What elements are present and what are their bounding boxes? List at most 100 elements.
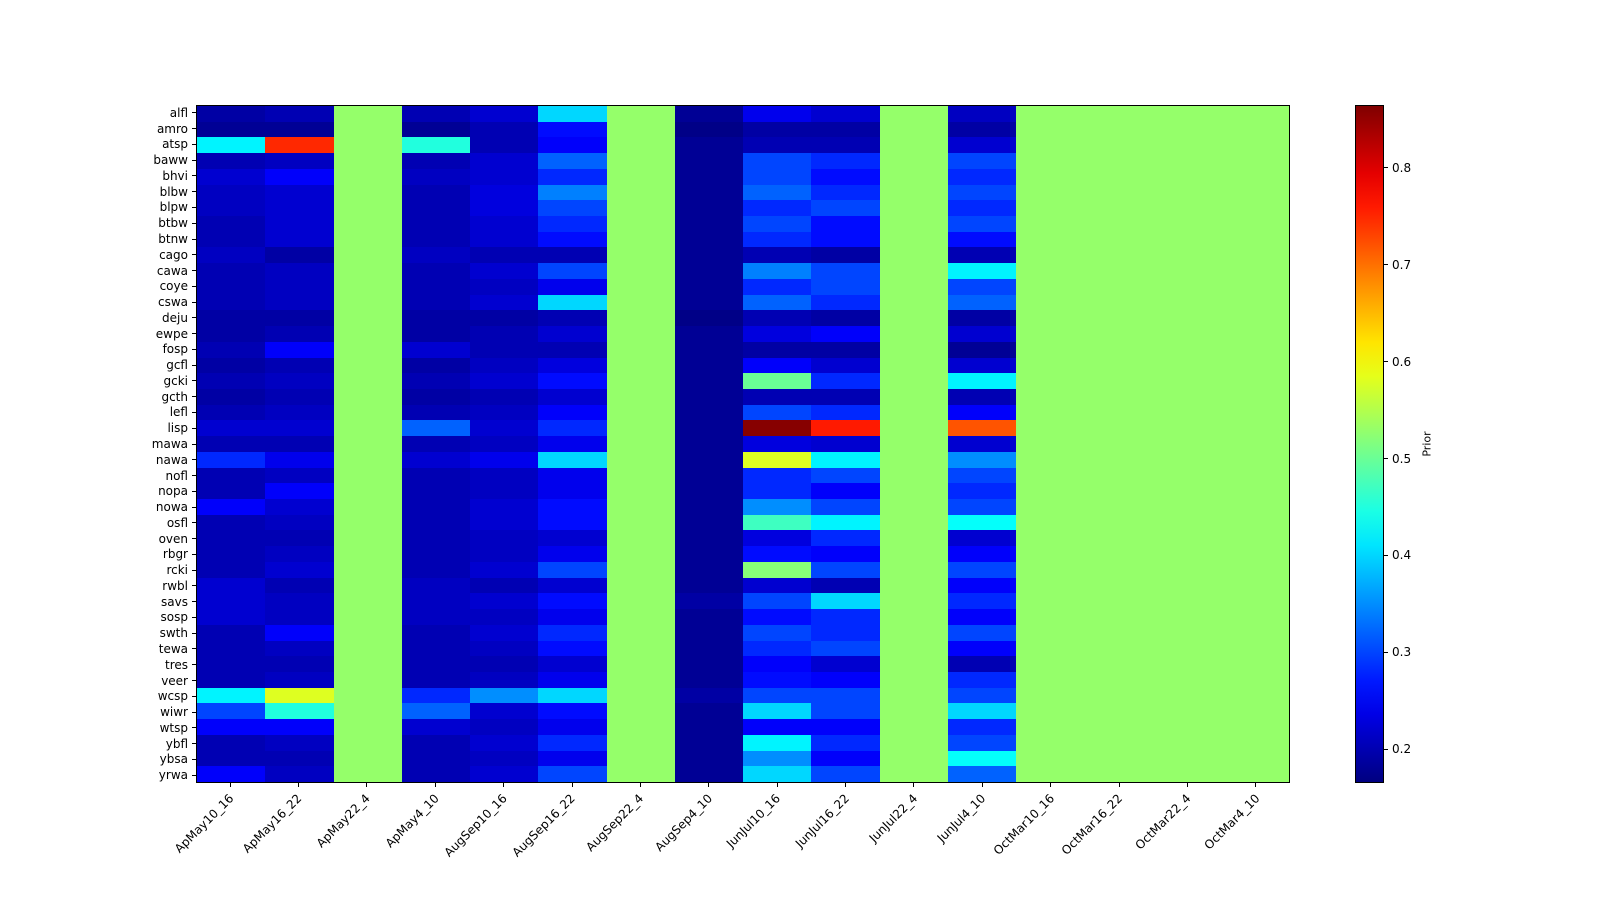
heatmap-cell bbox=[1220, 734, 1289, 751]
y-tick bbox=[192, 112, 196, 114]
heatmap-cell bbox=[1220, 420, 1289, 437]
heatmap-cell bbox=[470, 734, 539, 751]
heatmap-cell bbox=[1152, 137, 1221, 154]
heatmap-cell bbox=[1084, 216, 1153, 232]
heatmap-cell bbox=[811, 137, 880, 154]
x-tick bbox=[1255, 783, 1257, 787]
heatmap-cell bbox=[674, 734, 743, 751]
heatmap-cell bbox=[743, 294, 812, 311]
heatmap-cell bbox=[947, 640, 1016, 657]
heatmap-cell bbox=[1152, 121, 1221, 138]
y-tick-label: mawa bbox=[151, 437, 188, 451]
heatmap-cell bbox=[1152, 388, 1221, 405]
heatmap-cell bbox=[1016, 231, 1085, 248]
heatmap-cell bbox=[743, 640, 812, 657]
heatmap-cell bbox=[947, 499, 1016, 515]
heatmap-cell bbox=[947, 719, 1016, 735]
heatmap-cell bbox=[879, 577, 948, 594]
y-tick-label: gcth bbox=[161, 389, 188, 404]
heatmap-cell bbox=[1016, 483, 1085, 500]
heatmap-cell bbox=[606, 200, 675, 217]
heatmap-cell bbox=[1016, 310, 1085, 327]
heatmap-cell bbox=[1016, 671, 1085, 688]
heatmap-cell bbox=[947, 483, 1016, 500]
y-tick bbox=[192, 411, 196, 413]
heatmap-cell bbox=[470, 106, 539, 122]
heatmap-cell bbox=[538, 404, 607, 421]
heatmap-cell bbox=[1220, 640, 1289, 657]
heatmap-cell bbox=[1016, 561, 1085, 578]
heatmap-cell bbox=[674, 373, 743, 389]
heatmap-cell bbox=[197, 278, 266, 295]
heatmap-cell bbox=[401, 609, 470, 625]
x-tick bbox=[571, 783, 573, 787]
heatmap-cell bbox=[947, 656, 1016, 672]
heatmap-cell bbox=[333, 687, 402, 704]
heatmap-cell bbox=[401, 278, 470, 295]
y-tick bbox=[192, 380, 196, 382]
heatmap-cell bbox=[333, 577, 402, 594]
y-tick-label: ybfl bbox=[165, 736, 188, 751]
y-tick bbox=[192, 569, 196, 571]
heatmap-cell bbox=[606, 388, 675, 405]
heatmap-cell bbox=[743, 216, 812, 232]
y-tick-label: ewpe bbox=[155, 326, 188, 341]
heatmap-cell bbox=[743, 703, 812, 720]
y-tick bbox=[192, 648, 196, 650]
y-tick-label: amro bbox=[156, 121, 188, 136]
heatmap-cell bbox=[265, 106, 334, 122]
heatmap-cell bbox=[1220, 514, 1289, 531]
y-tick-label: cago bbox=[159, 247, 188, 262]
heatmap-cell bbox=[470, 341, 539, 358]
heatmap-cell bbox=[197, 561, 266, 578]
heatmap-cell bbox=[606, 420, 675, 437]
heatmap-cell bbox=[1016, 200, 1085, 217]
heatmap-cell bbox=[333, 546, 402, 562]
heatmap-cell bbox=[1152, 577, 1221, 594]
heatmap-cell bbox=[947, 388, 1016, 405]
heatmap-cell bbox=[265, 137, 334, 154]
heatmap-cell bbox=[265, 200, 334, 217]
heatmap-cell bbox=[333, 514, 402, 531]
heatmap-cell bbox=[947, 168, 1016, 185]
heatmap-cell bbox=[401, 530, 470, 547]
heatmap-cell bbox=[947, 137, 1016, 154]
heatmap-cell bbox=[470, 357, 539, 374]
heatmap-cell bbox=[1084, 656, 1153, 672]
heatmap-cell bbox=[265, 310, 334, 327]
heatmap-cell bbox=[197, 483, 266, 500]
heatmap-cell bbox=[674, 593, 743, 610]
x-tick-label: AugSep4_10 bbox=[652, 791, 716, 855]
heatmap-cell bbox=[1152, 561, 1221, 578]
heatmap-cell bbox=[265, 719, 334, 735]
heatmap-cell bbox=[743, 231, 812, 248]
heatmap-cell bbox=[265, 451, 334, 468]
heatmap-cell bbox=[265, 514, 334, 531]
heatmap-cell bbox=[1084, 263, 1153, 279]
heatmap-cell bbox=[401, 121, 470, 138]
heatmap-cell bbox=[197, 703, 266, 720]
heatmap-cell bbox=[538, 388, 607, 405]
heatmap-cell bbox=[743, 326, 812, 342]
heatmap-cell bbox=[811, 766, 880, 782]
heatmap-cell bbox=[606, 278, 675, 295]
heatmap-cell bbox=[606, 341, 675, 358]
heatmap-cell bbox=[265, 671, 334, 688]
heatmap-cell bbox=[470, 231, 539, 248]
y-tick-label: oven bbox=[158, 531, 188, 546]
x-tick bbox=[503, 783, 505, 787]
heatmap-cell bbox=[1220, 609, 1289, 625]
heatmap-cell bbox=[811, 247, 880, 264]
y-tick bbox=[192, 301, 196, 303]
heatmap-cell bbox=[1220, 106, 1289, 122]
heatmap-cell bbox=[538, 200, 607, 217]
heatmap-cell bbox=[538, 499, 607, 515]
heatmap-cell bbox=[1084, 373, 1153, 389]
heatmap-cell bbox=[401, 499, 470, 515]
heatmap-cell bbox=[811, 168, 880, 185]
heatmap-cell bbox=[811, 734, 880, 751]
heatmap-cell bbox=[470, 436, 539, 452]
heatmap-cell bbox=[606, 357, 675, 374]
heatmap-cell bbox=[674, 184, 743, 201]
heatmap-cell bbox=[401, 168, 470, 185]
